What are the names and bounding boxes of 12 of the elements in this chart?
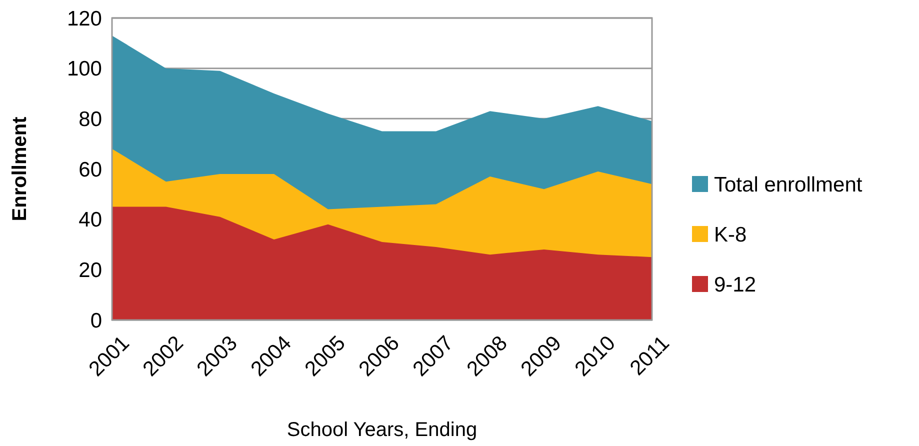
y-tick-label: 60 [78, 158, 102, 182]
y-tick-label: 20 [78, 259, 102, 282]
legend-label: Total enrollment [714, 173, 862, 196]
y-tick-label: 120 [66, 7, 102, 30]
legend-label: 9-12 [714, 273, 756, 296]
y-tick-label: 80 [78, 108, 102, 132]
legend-label: K-8 [714, 223, 747, 246]
y-tick-label: 40 [78, 208, 102, 232]
x-axis-title: School Years, Ending [286, 419, 478, 441]
y-tick-label: 100 [66, 58, 102, 81]
y-axis-title: Enrollment [9, 116, 31, 222]
y-tick-label: 0 [90, 309, 102, 332]
